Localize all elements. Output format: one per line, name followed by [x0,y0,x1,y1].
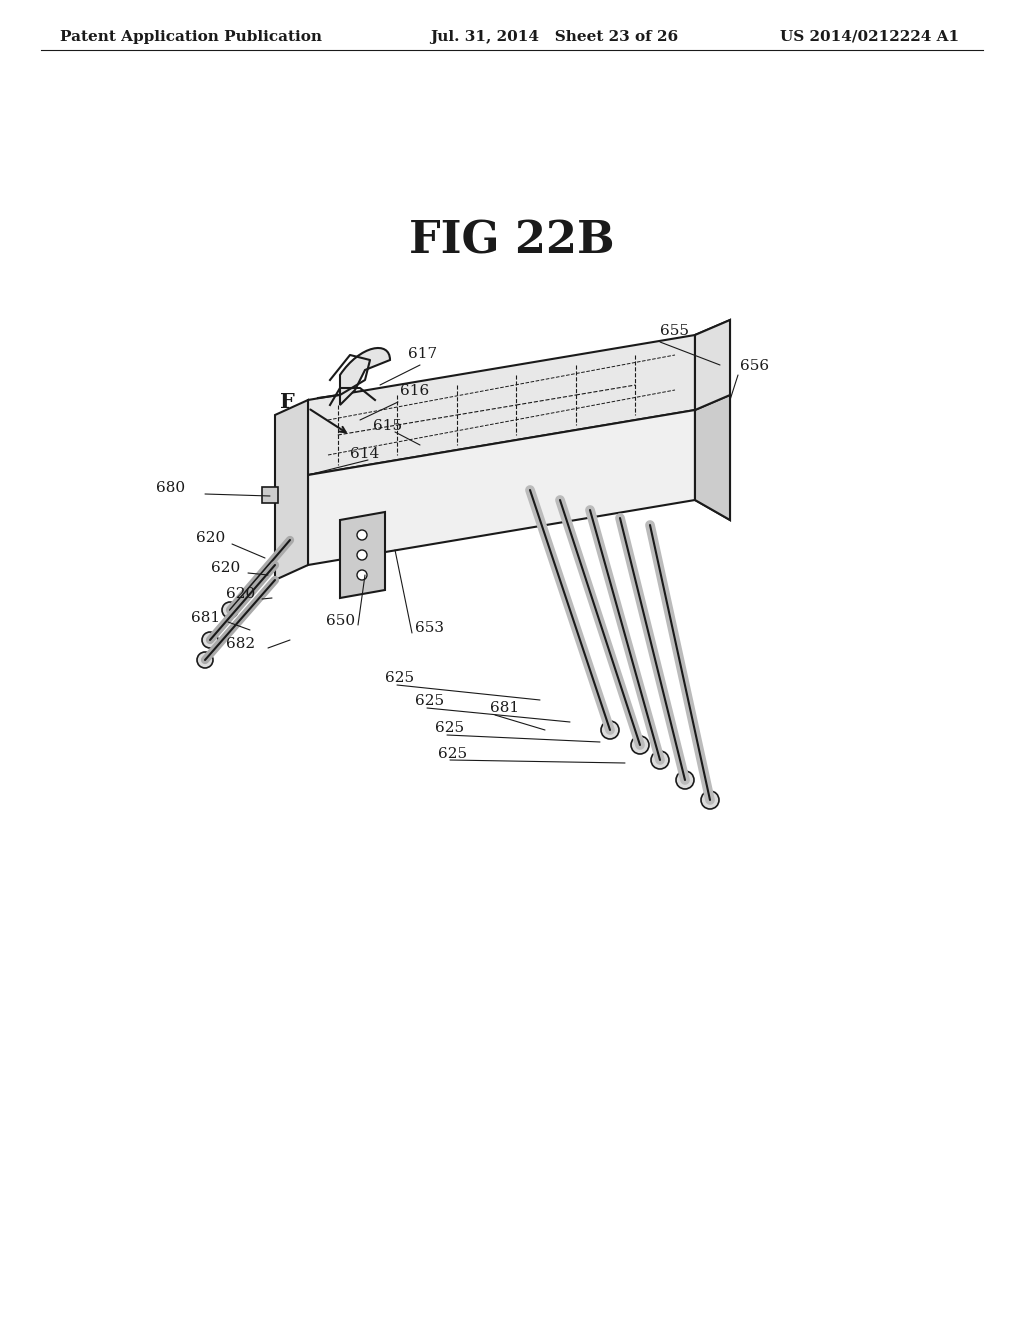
Text: 614: 614 [350,447,379,461]
Circle shape [202,632,218,648]
Text: 650: 650 [326,614,355,628]
Circle shape [701,791,719,809]
Text: 681: 681 [190,611,220,624]
Text: 625: 625 [385,671,414,685]
Text: FIG 22B: FIG 22B [410,220,614,263]
Text: 680: 680 [156,480,185,495]
Circle shape [357,550,367,560]
Circle shape [197,652,213,668]
Circle shape [631,737,649,754]
Text: 620: 620 [196,531,225,545]
Bar [262,487,278,503]
Polygon shape [695,319,730,411]
Circle shape [651,751,669,770]
Text: 625: 625 [438,747,467,762]
Circle shape [357,570,367,579]
Text: 653: 653 [415,620,444,635]
Text: 620: 620 [225,587,255,601]
Text: 620: 620 [211,561,240,576]
Polygon shape [308,335,695,475]
Circle shape [676,771,694,789]
Polygon shape [695,395,730,520]
Text: F: F [281,392,295,412]
Text: 625: 625 [415,694,444,708]
Polygon shape [308,411,695,565]
Text: US 2014/0212224 A1: US 2014/0212224 A1 [780,30,959,44]
Polygon shape [695,319,730,520]
Text: 616: 616 [400,384,429,399]
Polygon shape [275,400,308,579]
Text: Jul. 31, 2014   Sheet 23 of 26: Jul. 31, 2014 Sheet 23 of 26 [430,30,678,44]
Text: 682: 682 [226,638,255,651]
Circle shape [222,602,238,618]
Text: 625: 625 [435,721,464,735]
Text: 617: 617 [408,347,437,360]
Text: 655: 655 [660,323,689,338]
Polygon shape [340,512,385,598]
Circle shape [357,531,367,540]
Text: 681: 681 [490,701,519,715]
Text: Patent Application Publication: Patent Application Publication [60,30,322,44]
Text: 656: 656 [740,359,769,374]
PathPatch shape [340,348,390,405]
Text: 615: 615 [373,418,402,433]
Circle shape [601,721,618,739]
